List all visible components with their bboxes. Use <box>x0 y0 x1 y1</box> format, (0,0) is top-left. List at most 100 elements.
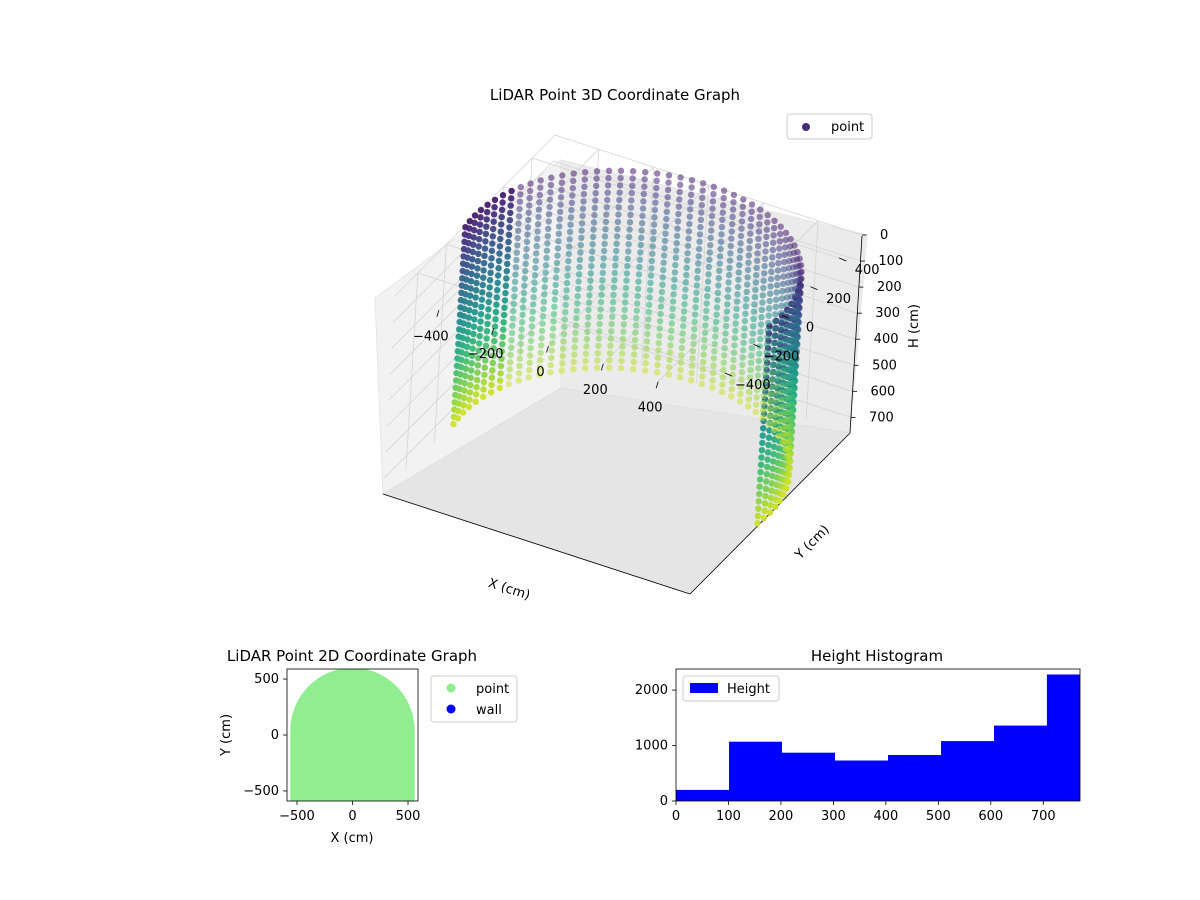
point-marker <box>622 284 630 292</box>
x-tick-2d-label: 500 <box>396 809 421 824</box>
point-marker <box>587 270 594 277</box>
point-marker <box>577 249 584 256</box>
point-marker <box>775 260 782 267</box>
point-marker <box>470 241 477 248</box>
point-marker <box>504 246 512 253</box>
point-marker <box>634 292 641 300</box>
grid-line-x <box>805 220 819 419</box>
point-marker <box>660 259 667 266</box>
point-marker <box>515 227 522 234</box>
point-marker <box>487 262 495 269</box>
point-marker <box>753 401 760 408</box>
point-marker <box>582 357 589 365</box>
point-marker <box>737 383 745 390</box>
point-marker <box>506 366 513 373</box>
point-marker <box>738 376 745 383</box>
point-marker <box>556 208 564 216</box>
grid-line-x <box>696 184 709 384</box>
point-marker <box>466 396 473 403</box>
point-marker <box>660 252 668 259</box>
point-marker <box>752 279 759 286</box>
point-marker <box>624 262 631 270</box>
point-marker <box>546 203 553 211</box>
point-marker <box>747 223 754 230</box>
chart-3d-title: LiDAR Point 3D Coordinate Graph <box>490 86 740 104</box>
point-marker <box>690 333 697 340</box>
point-marker <box>685 235 692 242</box>
point-marker <box>485 306 492 313</box>
point-marker <box>632 329 639 336</box>
point-marker <box>585 314 592 321</box>
point-marker <box>479 281 486 289</box>
point-marker <box>740 196 747 203</box>
point-marker <box>517 191 524 198</box>
point-marker <box>660 266 667 274</box>
point-marker <box>762 248 769 255</box>
point-marker <box>759 432 766 439</box>
point-marker <box>488 381 495 389</box>
point-marker <box>669 298 677 305</box>
point-marker <box>747 230 754 237</box>
x-tick-histogram-label: 700 <box>1031 809 1056 824</box>
point-marker <box>617 174 624 182</box>
z-tick-3d-label: 200 <box>877 280 902 295</box>
point-marker <box>515 220 522 227</box>
point-marker <box>559 352 566 360</box>
point-marker <box>616 182 624 189</box>
point-marker <box>578 234 585 242</box>
point-marker <box>681 301 688 308</box>
point-marker <box>776 238 783 245</box>
point-marker <box>763 233 770 241</box>
point-marker <box>460 320 467 327</box>
point-marker <box>543 247 551 254</box>
point-marker <box>732 327 739 334</box>
point-marker <box>534 235 541 242</box>
point-marker <box>589 233 597 241</box>
point-marker <box>523 238 531 246</box>
point-marker <box>726 257 734 264</box>
x-tick-histogram-label: 500 <box>926 809 951 824</box>
point-marker <box>776 418 783 425</box>
point-marker <box>508 337 515 344</box>
point-marker <box>635 278 642 285</box>
point-marker <box>709 377 716 384</box>
point-marker <box>641 176 648 183</box>
x-tick-3d-mark <box>491 328 495 335</box>
point-marker <box>744 281 751 288</box>
grid-line-y <box>405 272 419 472</box>
point-marker <box>592 197 599 204</box>
point-marker <box>583 343 590 350</box>
point-marker <box>716 267 723 275</box>
x-tick-3d-label: −400 <box>413 329 449 344</box>
point-marker <box>526 187 534 195</box>
point-marker <box>611 269 618 277</box>
point-marker <box>493 294 500 301</box>
point-marker <box>727 250 734 257</box>
point-marker <box>648 257 655 265</box>
point-marker <box>532 257 540 264</box>
point-marker <box>472 391 480 398</box>
point-marker <box>524 224 532 231</box>
point-marker <box>733 305 740 313</box>
point-marker <box>701 329 709 336</box>
point-marker <box>628 189 635 197</box>
legend-2d-wall-label: wall <box>476 703 502 718</box>
point-marker <box>490 352 497 359</box>
point-marker <box>470 226 478 234</box>
y-tick-3d-mark <box>781 315 790 319</box>
point-marker <box>627 204 635 211</box>
point-marker <box>466 292 474 299</box>
point-marker <box>684 250 691 257</box>
z-tick-3d-label: 300 <box>875 306 900 321</box>
point-marker <box>551 296 558 303</box>
point-marker <box>699 373 706 380</box>
point-marker <box>764 449 772 456</box>
point-marker <box>473 279 480 287</box>
point-marker <box>531 279 538 286</box>
point-marker <box>469 345 476 352</box>
point-marker <box>517 183 524 191</box>
point-marker <box>466 299 473 307</box>
point-marker <box>763 471 770 478</box>
point-marker <box>571 336 579 344</box>
point-marker <box>581 365 589 372</box>
